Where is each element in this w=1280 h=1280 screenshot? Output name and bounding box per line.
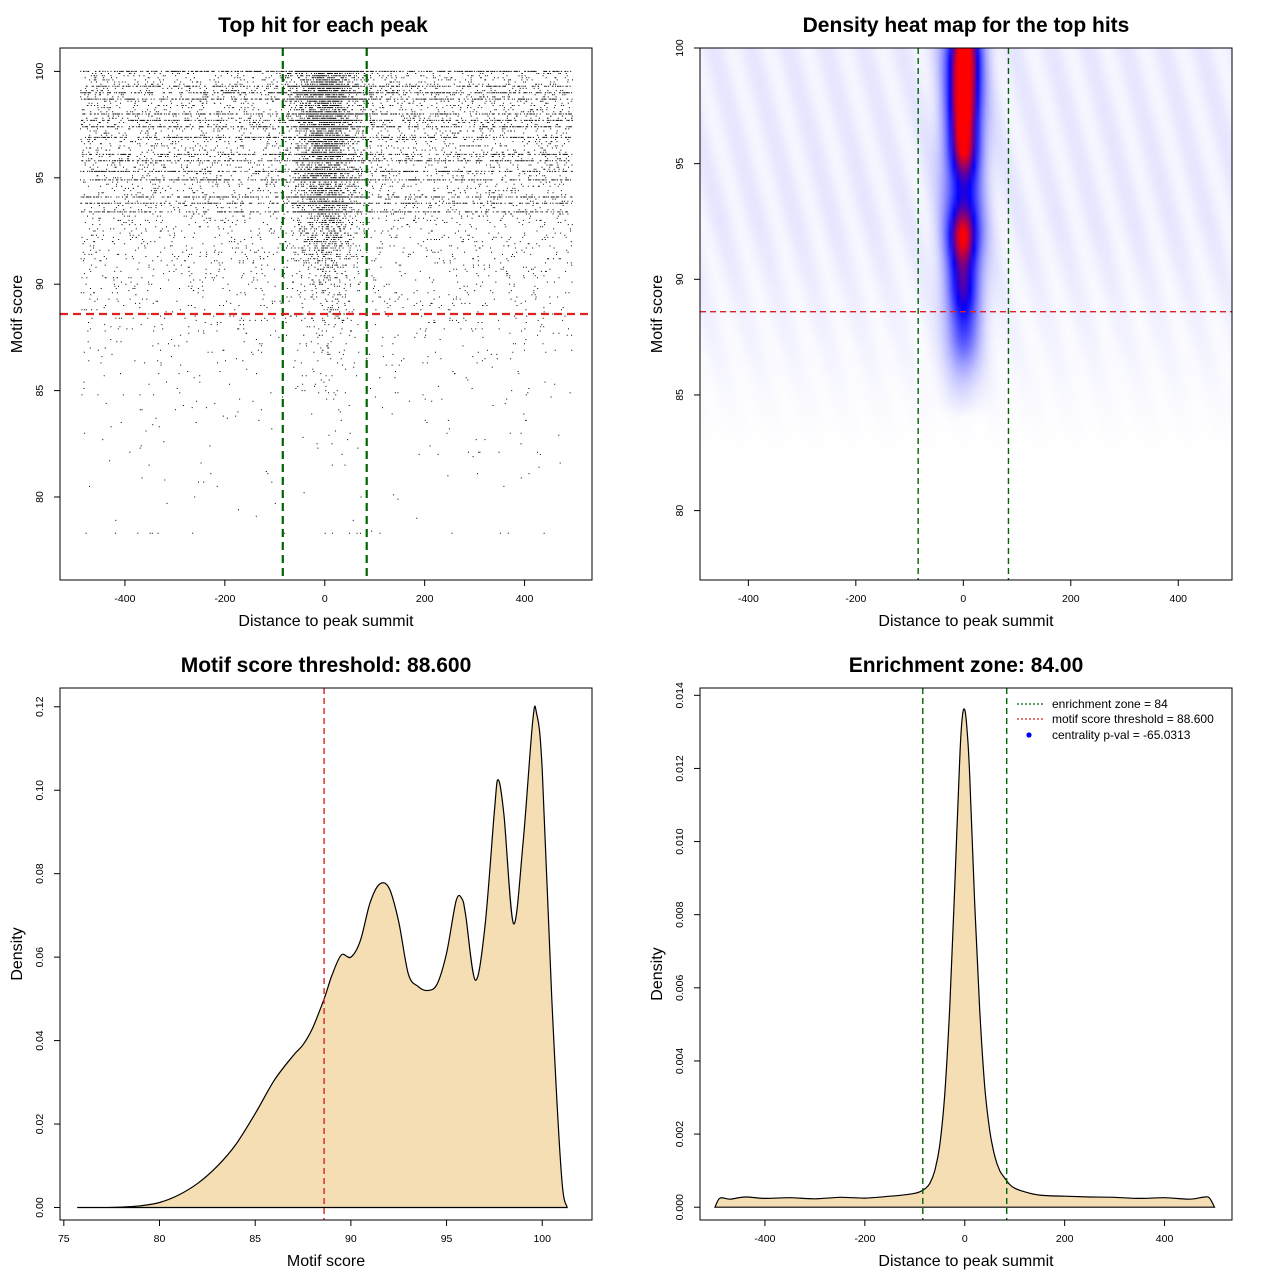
scatter-points — [80, 70, 573, 534]
x-tick-label: 0 — [322, 593, 328, 605]
x-tick-label: -200 — [214, 593, 235, 605]
scatter-panel: Top hit for each peak -400 -200 0 200 400 80… — [9, 14, 593, 630]
y-tick-label: 100 — [674, 39, 686, 57]
y-tick-label: 0.04 — [34, 1030, 46, 1051]
heatmap-raster — [700, 48, 1232, 580]
x-tick-label: -400 — [114, 593, 135, 605]
chart-title: Density heat map for the top hits — [803, 14, 1130, 37]
y-tick-label: 80 — [34, 491, 46, 503]
y-tick-label: 85 — [674, 389, 686, 401]
x-tick-label: 0 — [960, 593, 966, 605]
y-tick-label: 0.008 — [674, 901, 686, 927]
y-tick-label: 80 — [674, 505, 686, 517]
x-tick-label: 400 — [1169, 593, 1187, 605]
x-tick-label: -400 — [754, 1233, 775, 1245]
x-tick-label: -400 — [738, 593, 759, 605]
y-tick-label: 95 — [674, 158, 686, 170]
x-tick-label: 80 — [154, 1233, 166, 1245]
legend: enrichment zone = 84 motif score thresho… — [1017, 697, 1214, 742]
y-axis: 80 85 90 95 100 — [34, 62, 60, 503]
x-axis-label: Motif score — [287, 1253, 365, 1270]
y-tick-label: 90 — [674, 273, 686, 285]
plot-frame — [59, 47, 593, 581]
density-area — [77, 705, 568, 1209]
reference-lines — [922, 688, 1008, 1220]
heatmap-image — [700, 48, 1232, 580]
chart-title: Top hit for each peak — [218, 14, 428, 37]
y-tick-label: 0.002 — [674, 1121, 686, 1147]
y-tick-label: 0.000 — [674, 1194, 686, 1220]
y-tick-label: 0.10 — [34, 780, 46, 801]
y-axis-label: Motif score — [9, 275, 26, 353]
chart-title: Motif score threshold: 88.600 — [181, 654, 472, 677]
x-axis: 75 80 85 90 95 100 — [58, 1220, 551, 1245]
x-axis-label: Distance to peak summit — [878, 613, 1054, 630]
x-tick-label: 400 — [1156, 1233, 1174, 1245]
y-axis: 0.00 0.02 0.04 0.06 0.08 0.10 0.12 — [34, 696, 60, 1218]
x-tick-label: 95 — [441, 1233, 453, 1245]
y-axis: 80 85 90 95 100 — [674, 39, 700, 516]
y-tick-label: 100 — [34, 62, 46, 80]
y-axis-label: Motif score — [649, 275, 666, 353]
x-axis: -400 -200 0 200 400 — [114, 580, 533, 605]
legend-pvalue-swatch — [1026, 732, 1032, 738]
y-axis: 0.000 0.002 0.004 0.006 0.008 0.010 0.012 0.014 — [674, 682, 700, 1220]
x-axis-label: Distance to peak summit — [878, 1253, 1054, 1270]
y-tick-label: 0.12 — [34, 696, 46, 717]
plot-frame — [59, 687, 593, 1221]
y-tick-label: 95 — [34, 172, 46, 184]
x-tick-label: 75 — [58, 1233, 70, 1245]
x-axis: -400 -200 0 200 400 — [738, 580, 1187, 605]
x-tick-label: -200 — [854, 1233, 875, 1245]
y-tick-label: 0.06 — [34, 947, 46, 968]
plot-frame — [699, 687, 1233, 1221]
x-tick-label: 400 — [516, 593, 534, 605]
x-tick-label: -200 — [845, 593, 866, 605]
y-tick-label: 0.010 — [674, 828, 686, 854]
reference-lines — [60, 48, 592, 580]
scatter-dots — [80, 70, 573, 534]
y-tick-label: 0.00 — [34, 1197, 46, 1218]
legend-pvalue-label: centrality p-val = -65.0313 — [1052, 728, 1191, 742]
x-tick-label: 200 — [416, 593, 434, 605]
y-tick-label: 90 — [34, 278, 46, 290]
x-axis: -400 -200 0 200 400 — [754, 1220, 1173, 1245]
reference-lines — [700, 48, 1232, 580]
legend-threshold-label: motif score threshold = 88.600 — [1052, 712, 1214, 726]
score-density-panel: Motif score threshold: 88.600 75 80 85 90 95… — [9, 654, 593, 1270]
x-tick-label: 200 — [1062, 593, 1080, 605]
y-axis-label: Density — [9, 927, 26, 980]
chart-title: Enrichment zone: 84.00 — [849, 654, 1084, 677]
heatmap-panel: Density heat map for the top hits -400 -2… — [649, 14, 1233, 630]
x-tick-label: 85 — [249, 1233, 261, 1245]
density-area — [714, 708, 1216, 1208]
x-tick-label: 100 — [533, 1233, 551, 1245]
x-tick-label: 0 — [962, 1233, 968, 1245]
y-tick-label: 0.012 — [674, 755, 686, 781]
distance-density-panel: Enrichment zone: 84.00 -400 -200 0 200 400 0… — [649, 654, 1233, 1270]
y-tick-label: 0.08 — [34, 863, 46, 884]
legend-enrichment-label: enrichment zone = 84 — [1052, 697, 1168, 711]
y-tick-label: 0.02 — [34, 1114, 46, 1135]
y-tick-label: 0.006 — [674, 975, 686, 1001]
plot-frame — [699, 47, 1233, 581]
y-axis-label: Density — [649, 947, 666, 1000]
x-axis-label: Distance to peak summit — [238, 613, 414, 630]
y-tick-label: 85 — [34, 385, 46, 397]
x-tick-label: 200 — [1056, 1233, 1074, 1245]
x-tick-label: 90 — [345, 1233, 357, 1245]
y-tick-label: 0.014 — [674, 682, 686, 708]
y-tick-label: 0.004 — [674, 1048, 686, 1074]
